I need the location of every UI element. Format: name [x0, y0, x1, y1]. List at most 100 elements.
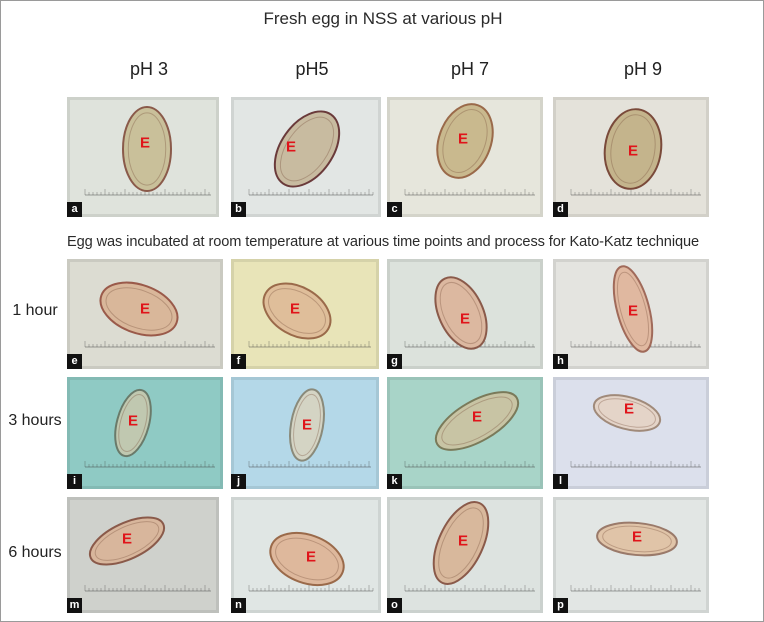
egg-shape: [88, 516, 166, 566]
egg-shape: [592, 394, 662, 432]
column-heading-ph9: pH 9: [623, 59, 663, 79]
panel-letter: n: [231, 598, 246, 613]
panel-letter: b: [231, 202, 246, 217]
egg-shape: [99, 281, 179, 337]
micrometer-scale: [570, 461, 701, 468]
egg-label: E: [627, 142, 639, 160]
micrograph-image: [67, 259, 223, 369]
panel-letter: l: [553, 474, 568, 489]
panel-letter: f: [231, 354, 246, 369]
egg-shape: [436, 103, 494, 179]
micrograph-image: [67, 377, 223, 489]
egg-shape: [432, 501, 490, 585]
egg-label: E: [631, 528, 643, 546]
micrograph-image: [387, 377, 543, 489]
egg-label: E: [627, 302, 639, 320]
egg-label: E: [139, 134, 151, 152]
micrometer-scale: [404, 585, 535, 592]
micrometer-scale: [248, 461, 371, 468]
micrometer-scale: [404, 461, 535, 468]
egg-label: E: [289, 300, 301, 318]
egg-label: E: [285, 138, 297, 156]
egg-label: E: [301, 416, 313, 434]
micrograph-image: [553, 497, 709, 613]
micrograph-image: [67, 97, 219, 217]
egg-label: E: [305, 548, 317, 566]
row-heading-3-hours: 3 hours: [8, 412, 62, 429]
panel-letter: h: [553, 354, 568, 369]
egg-shape: [269, 531, 345, 587]
egg-shape: [114, 388, 152, 458]
fresh-egg-title: Fresh egg in NSS at various pH: [263, 9, 503, 28]
panel-letter: g: [387, 354, 402, 369]
egg-label: E: [459, 310, 471, 328]
micrometer-scale: [570, 585, 701, 592]
micrometer-scale: [84, 461, 215, 468]
micrograph-image: [231, 97, 381, 217]
micrograph-image: [231, 377, 379, 489]
micrograph-image: [231, 259, 379, 369]
panel-letter: d: [553, 202, 568, 217]
egg-shape: [262, 282, 332, 340]
egg-shape: [122, 106, 172, 192]
micrograph-image: [387, 259, 543, 369]
panel-letter: p: [553, 598, 568, 613]
egg-label: E: [127, 412, 139, 430]
panel-letter: i: [67, 474, 82, 489]
micrometer-scale: [248, 341, 371, 348]
egg-shape: [434, 276, 488, 350]
row-heading-6-hours: 6 hours: [8, 544, 62, 561]
micrometer-scale: [248, 189, 374, 196]
micrometer-scale: [404, 189, 535, 196]
micrometer-scale: [84, 189, 211, 196]
egg-label: E: [471, 408, 483, 426]
micrograph-image: [553, 97, 709, 217]
row-heading-1-hour: 1 hour: [12, 302, 58, 319]
micrograph-image: [231, 497, 381, 613]
panel-letter: k: [387, 474, 402, 489]
egg-shape: [289, 388, 325, 462]
incubation-title: Egg was incubated at room temperature at…: [66, 234, 700, 250]
egg-label: E: [457, 532, 469, 550]
panel-letter: m: [67, 598, 82, 613]
egg-shape: [612, 265, 654, 353]
egg-label: E: [457, 130, 469, 148]
egg-shape: [273, 110, 341, 188]
column-heading-ph5: pH5: [295, 59, 329, 79]
micrograph-image: [553, 377, 709, 489]
micrograph-image: [387, 497, 543, 613]
egg-shape: [434, 391, 520, 451]
panel-vignette: [553, 377, 709, 489]
egg-shape: [603, 108, 663, 190]
column-heading-ph3: pH 3: [129, 59, 169, 79]
panel-letter: o: [387, 598, 402, 613]
micrograph-image: [387, 97, 543, 217]
micrometer-scale: [570, 189, 701, 196]
panel-letter: a: [67, 202, 82, 217]
panel-letter: e: [67, 354, 82, 369]
micrometer-scale: [248, 585, 374, 592]
egg-shape: [596, 521, 678, 557]
micrograph-image: [67, 497, 219, 613]
micrometer-scale: [84, 341, 215, 348]
column-heading-ph7: pH 7: [450, 59, 490, 79]
egg-label: E: [121, 530, 133, 548]
panel-letter: c: [387, 202, 402, 217]
micrograph-image: [553, 259, 709, 369]
